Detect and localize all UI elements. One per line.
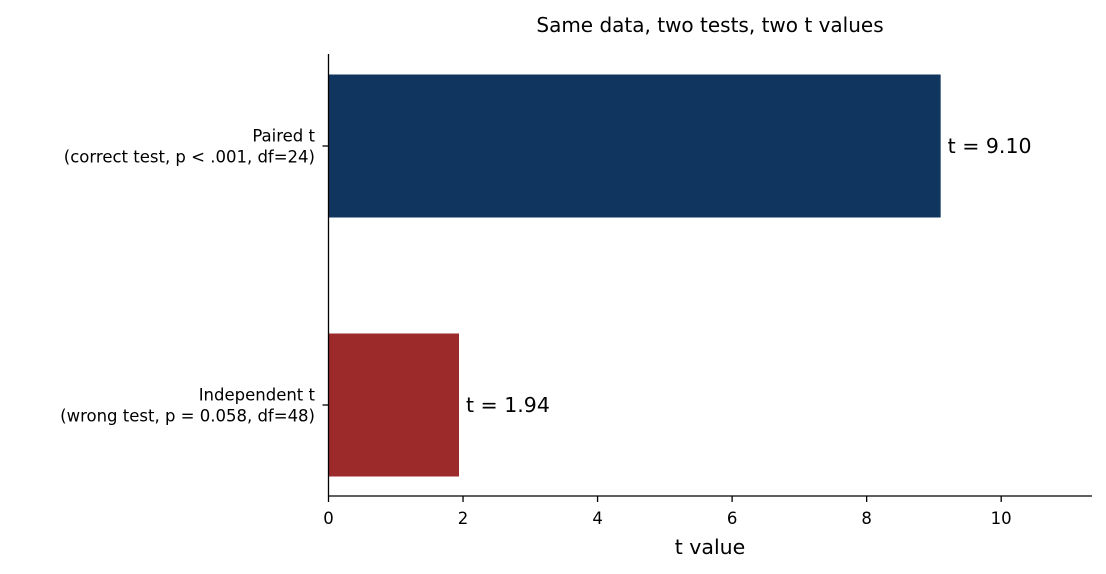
bar-1 [328,333,460,477]
chart-title: Same data, two tests, two t values [536,13,883,37]
y-ticks-group [322,145,329,406]
data-label-1: t = 1.94 [466,393,550,417]
data-label-0: t = 9.10 [948,134,1032,158]
x-tick-label-5: 10 [991,509,1012,528]
category-label-0: Paired t (correct test, p < .001, df=24) [64,127,316,167]
category-label-0-line-1: (correct test, p < .001, df=24) [64,148,315,167]
x-axis-label: t value [675,535,746,559]
x-tick-label-3: 6 [727,509,738,528]
category-label-1: Independent t (wrong test, p = 0.058, df=… [60,386,315,426]
data-labels-group: t = 9.10 t = 1.94 [466,134,1032,417]
bar-0 [328,74,941,218]
x-tick-label-2: 4 [592,509,603,528]
x-tick-label-4: 8 [861,509,872,528]
x-tick-label-0: 0 [323,509,334,528]
category-label-0-line-0: Paired t [252,127,315,146]
x-tick-label-1: 2 [458,509,469,528]
x-ticks-group: 0 2 4 6 8 10 [323,496,1012,528]
category-labels-group: Paired t (correct test, p < .001, df=24) I… [60,127,315,426]
bars-group [328,74,941,477]
category-label-1-line-1: (wrong test, p = 0.058, df=48) [60,407,315,426]
category-label-1-line-0: Independent t [199,386,316,405]
